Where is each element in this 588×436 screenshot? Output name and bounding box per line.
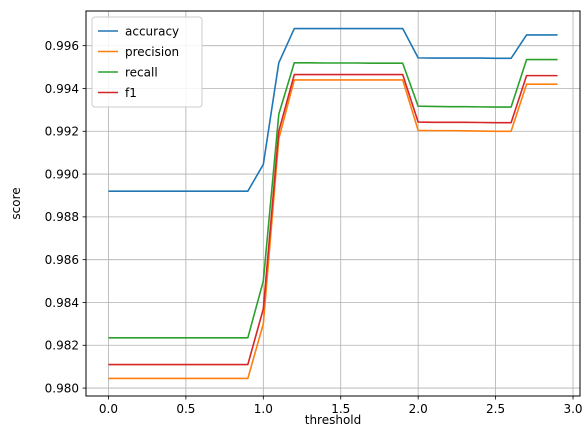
x-axis-ticks: 0.0 0.5 1.0 1.5 2.0 2.5 3.0 — [99, 396, 583, 416]
legend: accuracy precision recall f1 — [91, 16, 203, 108]
legend-label-precision: precision — [125, 45, 179, 59]
y-tick-label: 0.992 — [45, 125, 79, 139]
series-line-f1 — [108, 73, 558, 366]
plot-frame — [85, 10, 581, 397]
y-tick-label: 0.994 — [45, 82, 79, 96]
x-tick-label: 0.0 — [99, 402, 118, 416]
x-tick-label: 1.0 — [254, 402, 273, 416]
y-axis-label: score — [9, 187, 23, 219]
x-tick-label: 1.5 — [331, 402, 350, 416]
x-tick-label: 0.5 — [176, 402, 195, 416]
y-tick-label: 0.996 — [45, 39, 79, 53]
x-tick-label: 3.0 — [563, 402, 582, 416]
y-axis-ticks: 0.980 0.982 0.984 0.986 0.988 0.990 0.992 0.994… — [45, 39, 86, 395]
y-tick-label: 0.984 — [45, 296, 79, 310]
legend-label-f1: f1 — [125, 86, 137, 100]
series-line-accuracy — [108, 27, 558, 192]
legend-label-accuracy: accuracy — [125, 24, 179, 38]
series-line-precision — [108, 79, 558, 380]
grid-lines — [86, 11, 580, 396]
y-tick-label: 0.980 — [45, 381, 79, 395]
series-lines — [108, 27, 558, 380]
legend-box — [91, 16, 203, 108]
y-tick-label: 0.982 — [45, 339, 79, 353]
x-tick-label: 2.5 — [486, 402, 505, 416]
y-tick-label: 0.990 — [45, 167, 79, 181]
y-tick-label: 0.986 — [45, 253, 79, 267]
legend-label-recall: recall — [125, 65, 158, 79]
y-tick-label: 0.988 — [45, 210, 79, 224]
series-line-recall — [108, 58, 558, 339]
x-axis-label: threshold — [305, 413, 362, 427]
x-tick-label: 2.0 — [409, 402, 428, 416]
